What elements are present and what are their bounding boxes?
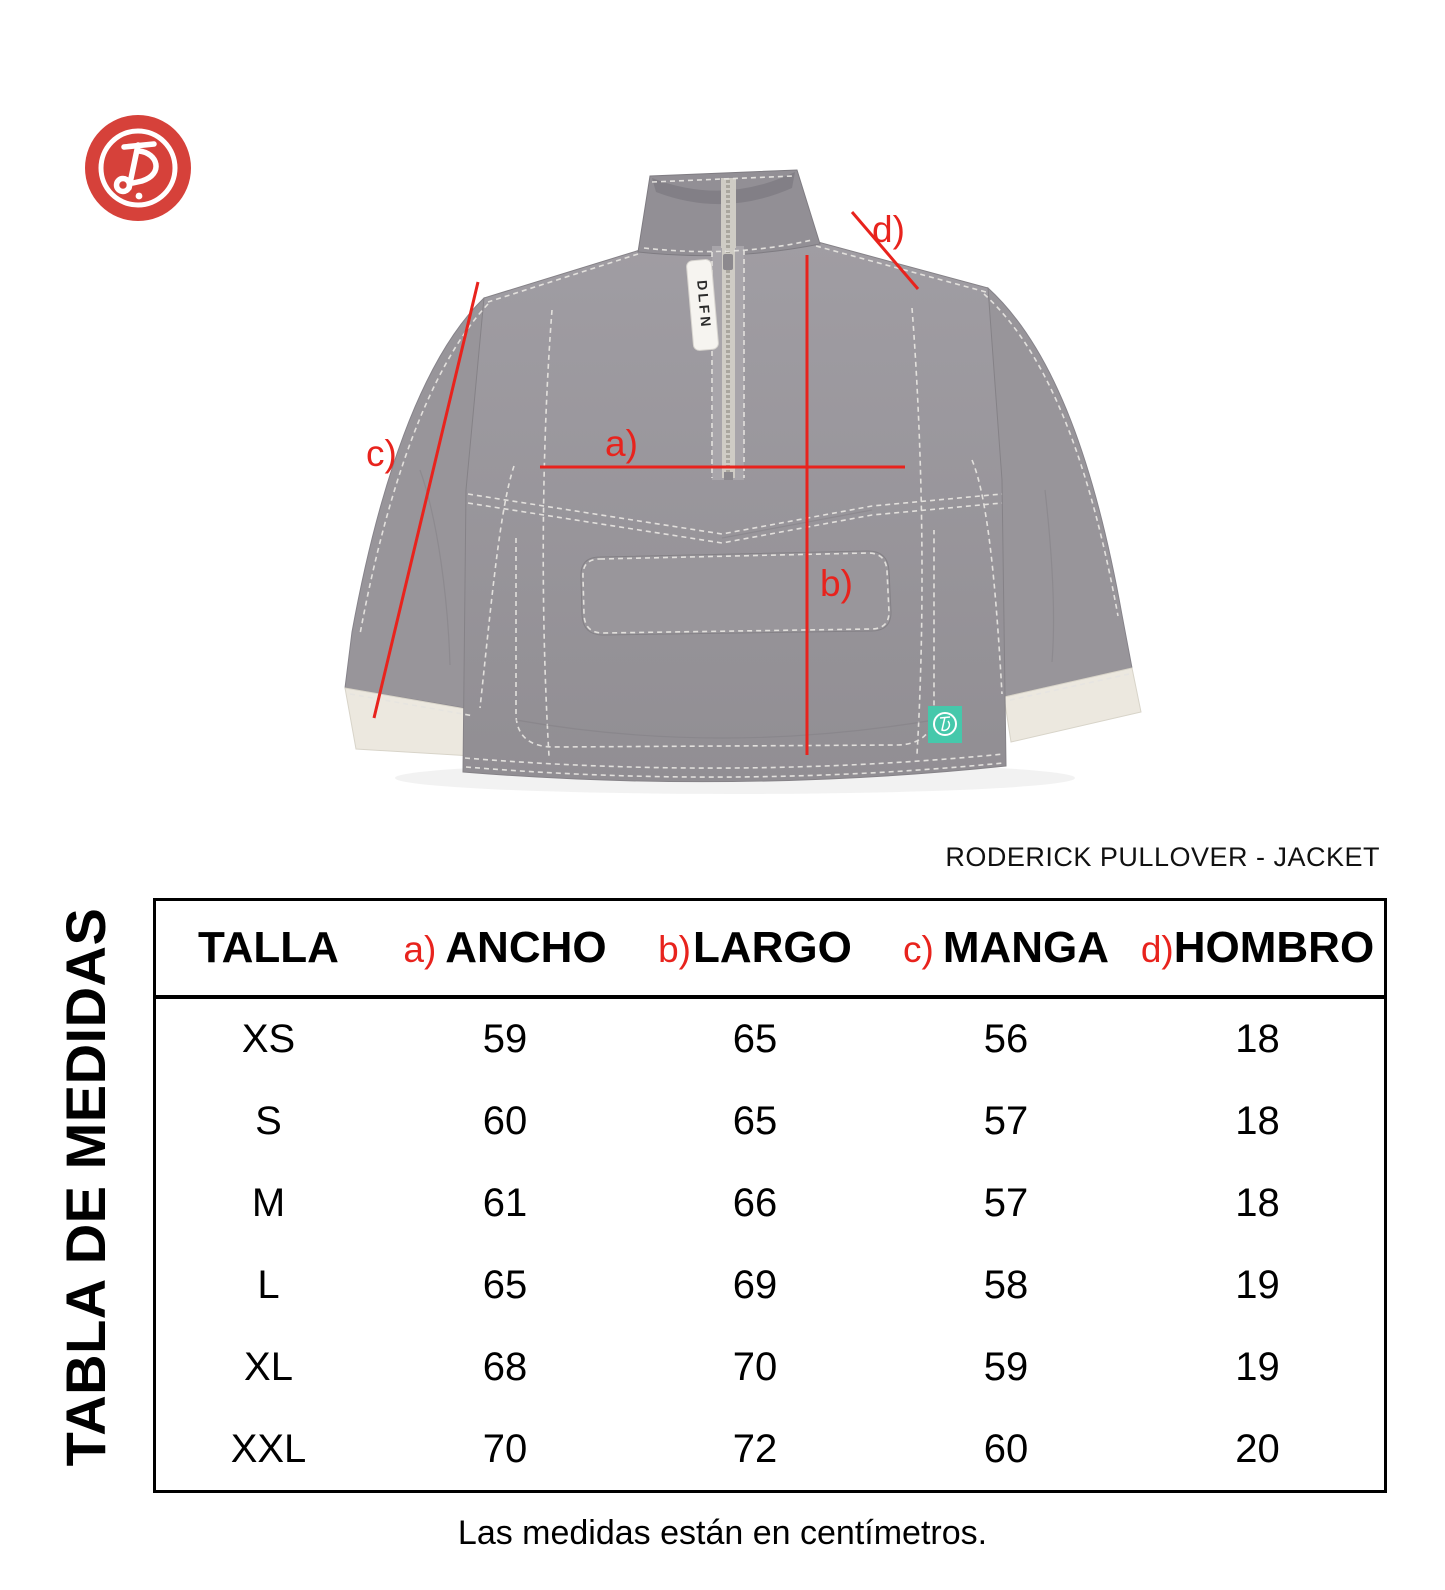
right-cuff (1003, 667, 1142, 743)
product-name: RODERICK PULLOVER - JACKET (945, 842, 1380, 872)
table-title: TABLA DE MEDIDAS (54, 907, 117, 1467)
cell-ancho: 61 (482, 1181, 528, 1226)
cell-largo: 65 (732, 1099, 778, 1144)
cell-size: L (257, 1262, 280, 1307)
measurement-lines (372, 211, 920, 755)
cell-hombro: 18 (1235, 1099, 1280, 1144)
measurement-label-c: c) (366, 433, 397, 474)
table-row-xs: XS 59 65 56 18 (156, 999, 1384, 1081)
cell-ancho: 60 (482, 1099, 528, 1144)
cell-hombro: 18 (1235, 1181, 1280, 1226)
column-prefix-b: b) (658, 929, 691, 970)
column-label: LARGO (693, 923, 852, 972)
jacket-illustration: DLFN a) b) c) d) (344, 169, 1142, 794)
column-header-talla: TALLA (156, 923, 381, 973)
jacket-photo: DLFN a) b) c) d) (300, 160, 1170, 810)
table-header-row: TALLA a) ANCHO b)LARGO c) MANGA d)HOMBRO (156, 901, 1384, 999)
cell-manga: 57 (983, 1099, 1029, 1144)
cell-largo: 72 (732, 1426, 778, 1471)
cell-ancho: 59 (482, 1017, 528, 1062)
table-row-s: S 60 65 57 18 (156, 1081, 1384, 1163)
column-prefix-d: d) (1140, 929, 1174, 970)
table-body: XS 59 65 56 18 S 60 65 57 18 M 61 66 57 … (156, 999, 1384, 1490)
cell-size: XL (244, 1344, 293, 1389)
table-row-l: L 65 69 58 19 (156, 1245, 1384, 1327)
cell-largo: 65 (732, 1017, 778, 1062)
cell-size: M (251, 1181, 286, 1226)
column-prefix-c: c) (902, 929, 934, 970)
column-label: MANGA (942, 923, 1110, 972)
hem-brand-tag (928, 706, 962, 743)
cell-largo: 70 (732, 1344, 778, 1389)
table-row-xxl: XXL 70 72 60 20 (156, 1408, 1384, 1490)
measurement-labels: a) b) c) d) (366, 209, 905, 604)
measurement-label-d: d) (872, 209, 905, 250)
table-row-m: M 61 66 57 18 (156, 1163, 1384, 1245)
measurement-label-a: a) (605, 423, 638, 464)
pocket-flap (580, 550, 892, 636)
cell-size: XXL (230, 1426, 307, 1471)
column-prefix-a: a) (403, 929, 437, 970)
cell-manga: 56 (983, 1017, 1029, 1062)
cell-manga: 59 (983, 1344, 1029, 1389)
cell-hombro: 18 (1235, 1017, 1280, 1062)
table-row-xl: XL 68 70 59 19 (156, 1326, 1384, 1408)
column-label: TALLA (198, 923, 339, 972)
cell-manga: 57 (983, 1181, 1029, 1226)
cell-ancho: 68 (482, 1344, 528, 1389)
column-header-ancho: a) ANCHO (381, 923, 629, 973)
cell-ancho: 65 (482, 1262, 528, 1307)
cell-hombro: 20 (1235, 1426, 1280, 1471)
cell-ancho: 70 (482, 1426, 528, 1471)
units-note: Las medidas están en centímetros. (457, 1514, 988, 1552)
cell-size: XS (241, 1017, 296, 1062)
column-header-manga: c) MANGA (881, 923, 1131, 973)
cell-hombro: 19 (1235, 1262, 1280, 1307)
column-label: ANCHO (445, 923, 607, 972)
fabric-folds (419, 469, 1055, 739)
zipper-pull-tag: DLFN (686, 259, 719, 351)
size-table: TALLA a) ANCHO b)LARGO c) MANGA d)HOMBRO X… (153, 898, 1387, 1493)
measurement-line-d (850, 211, 920, 290)
measurement-label-b: b) (820, 563, 853, 604)
cell-manga: 60 (983, 1426, 1029, 1471)
brand-logo-icon (85, 115, 191, 221)
zipper (712, 178, 744, 480)
cell-hombro: 19 (1235, 1344, 1280, 1389)
cell-manga: 58 (983, 1262, 1029, 1307)
column-header-largo: b)LARGO (629, 923, 881, 973)
measurement-line-c (372, 281, 480, 719)
cell-largo: 66 (732, 1181, 778, 1226)
column-header-hombro: d)HOMBRO (1131, 923, 1384, 973)
column-label: HOMBRO (1173, 923, 1375, 972)
zipper-tag-text: DLFN (694, 280, 714, 331)
cell-largo: 69 (732, 1262, 778, 1307)
cell-size: S (255, 1099, 282, 1144)
collar-opening (652, 172, 795, 205)
